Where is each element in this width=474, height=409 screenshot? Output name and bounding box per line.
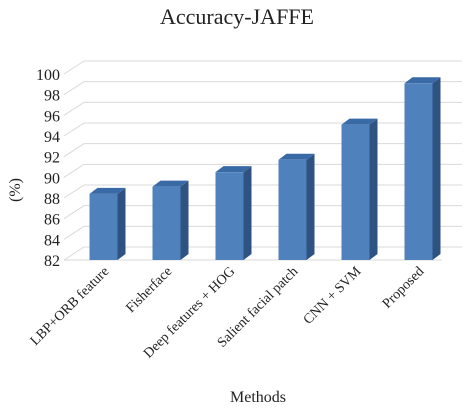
bar-front (89, 193, 118, 260)
bar-side (180, 180, 189, 260)
gridline (63, 225, 462, 240)
gridline (63, 101, 462, 116)
bar-top (215, 166, 252, 173)
bar-layer (89, 77, 441, 260)
bar-side (369, 118, 378, 260)
bar-front (341, 124, 370, 260)
bar-top (278, 153, 315, 160)
y-axis-title: (%) (7, 178, 24, 202)
bar-top (404, 77, 441, 84)
bar (404, 77, 441, 260)
bar-top (89, 187, 126, 194)
bar (215, 166, 252, 260)
x-tick-label: LBP+ORB feature (28, 264, 113, 349)
gridline (63, 163, 462, 178)
y-tick-label: 84 (44, 232, 60, 249)
y-tick-label: 82 (44, 253, 60, 270)
y-tick-label: 100 (36, 67, 60, 84)
y-tick-label: 96 (44, 108, 60, 125)
y-tick-label: 88 (44, 191, 60, 208)
y-tick-label: 94 (44, 129, 60, 146)
bar-front (278, 159, 307, 260)
gridline (63, 143, 462, 158)
bar-top (341, 118, 378, 125)
bar-side (117, 187, 126, 260)
y-tick-label: 98 (44, 88, 60, 105)
y-tick-label: 86 (44, 212, 60, 229)
chart-title: Accuracy-JAFFE (160, 4, 314, 29)
x-axis-title: Methods (230, 389, 286, 406)
x-tick-label: Proposed (380, 264, 427, 311)
y-tick-label: 92 (44, 150, 60, 167)
bar-front (404, 83, 433, 260)
x-tick-label: CNN + SVM (301, 264, 365, 328)
bar (278, 153, 315, 260)
gridline (63, 122, 462, 137)
bar (341, 118, 378, 260)
bar (152, 180, 189, 260)
gridline (63, 246, 462, 261)
gridline (63, 81, 462, 96)
bar-side (306, 153, 315, 260)
bar (89, 187, 126, 260)
y-tick-layer: 82 84 86 88 90 92 94 96 98 100 (36, 67, 60, 270)
bar-front (215, 172, 244, 260)
bar-top (152, 180, 189, 187)
bar-front (152, 186, 181, 260)
y-tick-label: 90 (44, 170, 60, 187)
gridline (63, 60, 462, 75)
gridline (63, 205, 462, 220)
x-tick-label: Fisherface (123, 264, 175, 316)
gridline (63, 184, 462, 199)
bar-side (243, 166, 252, 260)
grid-layer (63, 60, 462, 261)
bar-side (432, 77, 441, 260)
